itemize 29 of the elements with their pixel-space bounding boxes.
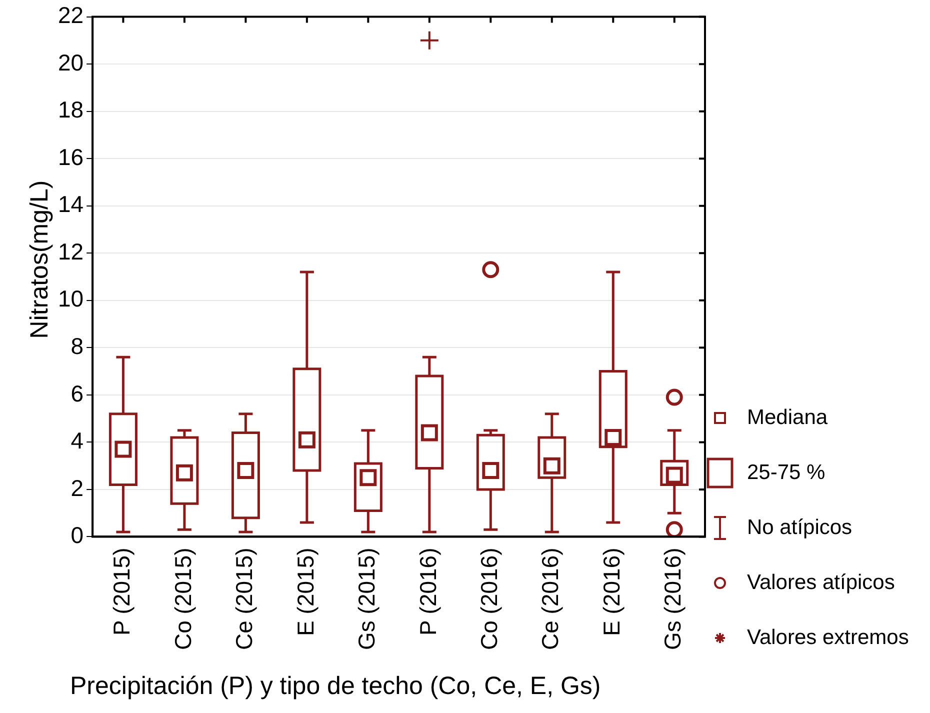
x-tick-label: P (2015) — [108, 548, 135, 636]
y-tick-label: 14 — [58, 191, 84, 218]
y-tick-label: 10 — [58, 286, 84, 312]
x-tick-label: Co (2015) — [170, 548, 196, 650]
y-tick-label: 16 — [58, 144, 84, 170]
y-tick-label: 20 — [58, 49, 84, 76]
x-axis-title: Precipitación (P) y tipo de techo (Co, Ce, E, Gs) — [70, 672, 601, 701]
y-tick-label: 0 — [70, 522, 84, 548]
text: Valores atípicos — [747, 570, 895, 594]
y-tick-label: 2 — [70, 474, 84, 501]
x-tick-label: Co (2016) — [476, 548, 502, 650]
text: 25-75 % — [747, 460, 826, 484]
x-tick-label: Ce (2015) — [231, 548, 258, 650]
y-tick-label: 12 — [58, 238, 84, 264]
x-tick-label: E (2015) — [292, 548, 318, 636]
x-tick-label: E (2016) — [598, 548, 624, 636]
x-tick-label: Gs (2016) — [660, 548, 686, 650]
y-axis-title: Nitratos(mg/L) — [26, 179, 54, 341]
y-tick-label: 4 — [70, 428, 84, 454]
y-tick-label: 22 — [58, 2, 84, 28]
legend-label: Valores extremos — [747, 626, 909, 650]
y-tick-label: 18 — [58, 96, 84, 123]
x-tick-label: Gs (2015) — [354, 548, 380, 650]
text: No atípicos — [747, 516, 852, 540]
x-tick-label: Ce (2016) — [537, 548, 564, 650]
text: Mediana — [747, 406, 828, 430]
y-tick-label: 8 — [70, 333, 84, 360]
x-tick-label: P (2016) — [414, 548, 441, 636]
y-tick-label: 6 — [70, 380, 84, 406]
